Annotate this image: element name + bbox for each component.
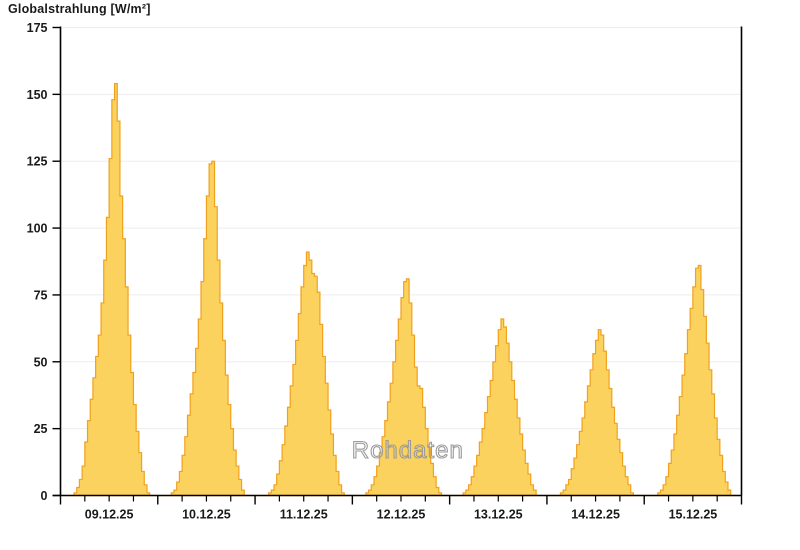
area-day-12.12.25 [352,278,450,497]
area-day-13.12.25 [449,318,547,497]
area-day-09.12.25 [60,83,158,497]
x-axis-labels: 09.12.25 10.12.25 11.12.25 12.12.25 13.12.25… [85,508,718,522]
y-tick-label: 75 [34,288,48,302]
x-tick-label-12.12.25: 12.12.25 [377,508,426,522]
area-day-14.12.25 [546,329,645,497]
x-tick-label-14.12.25: 14.12.25 [571,508,620,522]
y-tick-label: 100 [27,222,48,236]
x-tick-label-10.12.25: 10.12.25 [182,508,231,522]
x-tick-label-11.12.25: 11.12.25 [280,508,328,522]
area-day-11.12.25 [255,251,353,497]
area-day-10.12.25 [157,160,256,497]
y-tick-label: 125 [27,155,48,169]
chart-title: Globalstrahlung [W/m²] [8,2,151,16]
y-tick-label: 150 [27,88,48,102]
axes-group [52,26,743,505]
watermark-text: Rohdaten [352,437,464,464]
x-tick-label-13.12.25: 13.12.25 [474,508,523,522]
x-tick-label-09.12.25: 09.12.25 [85,508,134,522]
x-tick-label-15.12.25: 15.12.25 [669,508,718,522]
y-tick-label: 0 [41,489,48,503]
y-axis-labels: 0 25 50 75 100 125 150 175 [27,21,48,503]
watermark-annotation: Rohdaten [351,437,464,465]
y-tick-label: 50 [34,355,48,369]
series-group [60,83,742,497]
y-tick-label: 175 [27,21,48,35]
area-day-15.12.25 [644,264,742,497]
y-tick-label: 25 [34,422,48,436]
